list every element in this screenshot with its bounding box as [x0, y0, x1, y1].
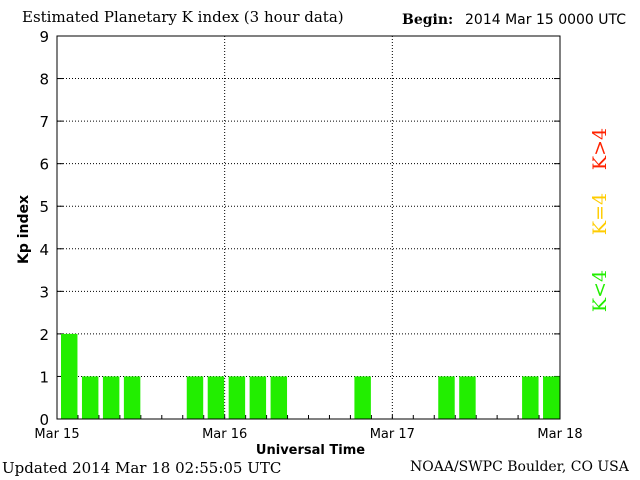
kp-bar	[102, 376, 120, 419]
y-axis-label: Kp index	[16, 195, 32, 264]
kp-bar	[438, 376, 455, 419]
kp-bar	[270, 376, 288, 419]
y-tick-label: 9	[39, 28, 49, 46]
kp-bar	[123, 376, 141, 419]
kp-bar	[354, 376, 371, 419]
kp-bar	[207, 376, 225, 419]
kp-bar	[543, 376, 560, 419]
y-tick-label: 2	[39, 326, 49, 344]
legend-k-equal-4: K=4	[589, 192, 611, 236]
kp-bar	[61, 333, 78, 419]
begin-value: 2014 Mar 15 0000 UTC	[465, 12, 627, 28]
credit-text: NOAA/SWPC Boulder, CO USA	[410, 459, 629, 475]
chart-title: Estimated Planetary K index (3 hour data…	[22, 8, 344, 26]
legend-k-less-4: K<4	[589, 269, 611, 313]
y-tick-label: 3	[39, 283, 49, 301]
y-tick-label: 0	[39, 411, 49, 429]
y-tick-label: 5	[39, 198, 49, 216]
x-tick-label: Mar 15	[34, 427, 79, 442]
plot-frame	[56, 35, 561, 420]
y-tick-label: 1	[39, 368, 49, 386]
kp-bar	[81, 376, 99, 419]
legend-k-greater-4: K>4	[589, 127, 611, 171]
kp-bar	[186, 376, 204, 419]
x-axis-label: Universal Time	[256, 443, 365, 458]
begin-label: Begin:	[402, 12, 454, 28]
x-tick-label: Mar 16	[202, 427, 247, 442]
y-tick-label: 8	[39, 71, 49, 89]
y-tick-label: 4	[39, 241, 49, 259]
x-tick-label: Mar 17	[370, 427, 415, 442]
y-tick-label: 7	[39, 113, 49, 131]
y-tick-label: 6	[39, 156, 49, 174]
updated-timestamp: Updated 2014 Mar 18 02:55:05 UTC	[2, 459, 282, 477]
kp-bar	[249, 376, 267, 419]
kp-bar	[228, 376, 246, 419]
kp-bar	[459, 376, 476, 419]
kp-bar	[522, 376, 539, 419]
x-tick-label: Mar 18	[537, 427, 582, 442]
